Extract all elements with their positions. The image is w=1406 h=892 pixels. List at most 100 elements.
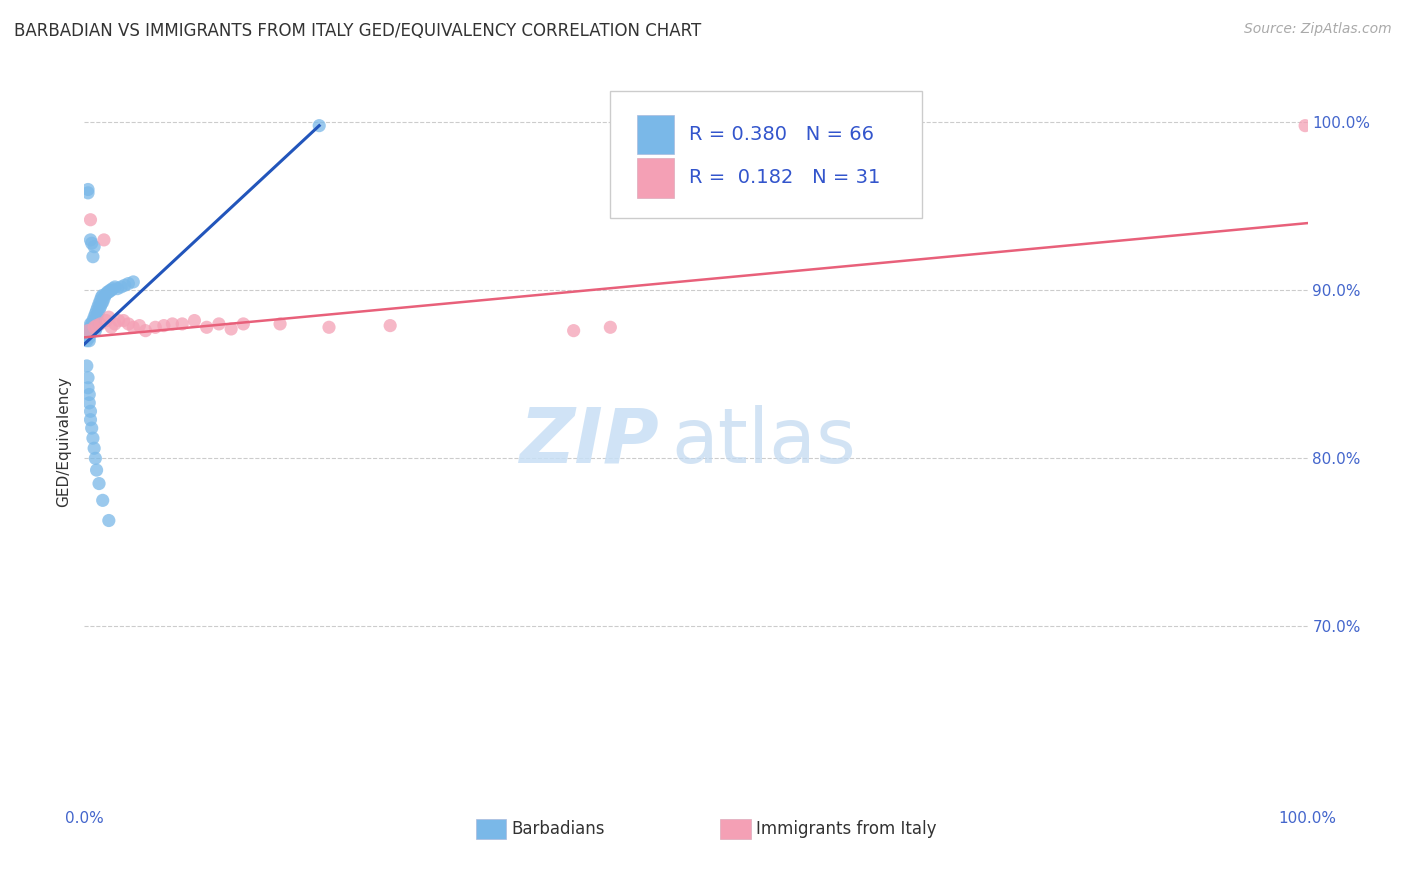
Point xyxy=(89,317,111,331)
Point xyxy=(84,313,107,327)
Point xyxy=(100,283,122,297)
Point xyxy=(82,313,104,327)
Point xyxy=(87,303,110,318)
Point xyxy=(93,292,115,306)
Point xyxy=(83,310,105,325)
Y-axis label: GED/Equivalency: GED/Equivalency xyxy=(56,376,72,507)
Point xyxy=(83,320,105,334)
Text: Source: ZipAtlas.com: Source: ZipAtlas.com xyxy=(1244,22,1392,37)
Point xyxy=(94,288,117,302)
Point xyxy=(80,236,103,251)
Point xyxy=(90,290,112,304)
Point xyxy=(87,297,110,311)
Point xyxy=(79,233,101,247)
Point xyxy=(89,300,111,314)
Point xyxy=(318,320,340,334)
Bar xyxy=(637,158,673,198)
FancyBboxPatch shape xyxy=(610,91,922,218)
Point xyxy=(104,317,127,331)
Point xyxy=(76,359,98,373)
Point xyxy=(97,285,120,299)
Point xyxy=(82,431,104,445)
Point xyxy=(107,313,129,327)
Text: ZIP: ZIP xyxy=(520,405,659,478)
Point xyxy=(112,313,135,327)
Point xyxy=(79,317,101,331)
Point xyxy=(380,318,402,333)
Point xyxy=(97,514,120,528)
Point xyxy=(79,413,101,427)
Point xyxy=(77,370,100,384)
Point xyxy=(101,282,124,296)
Point xyxy=(77,324,100,338)
Point xyxy=(91,288,114,302)
Bar xyxy=(475,819,506,838)
Point xyxy=(84,307,107,321)
Point xyxy=(83,317,105,331)
Point xyxy=(76,328,98,343)
Point xyxy=(162,317,184,331)
Point xyxy=(117,277,139,291)
Point xyxy=(135,324,157,338)
Point xyxy=(308,119,330,133)
Point xyxy=(114,278,136,293)
Point xyxy=(77,330,100,344)
Point xyxy=(86,310,108,325)
Point xyxy=(77,381,100,395)
Point xyxy=(84,451,107,466)
Point xyxy=(76,334,98,348)
Point xyxy=(562,324,585,338)
Point xyxy=(153,318,176,333)
Point xyxy=(599,320,621,334)
Point xyxy=(122,275,145,289)
Point xyxy=(77,387,100,401)
Point xyxy=(86,318,108,333)
Point xyxy=(86,463,108,477)
Point xyxy=(77,324,100,338)
Point xyxy=(87,476,110,491)
Point xyxy=(128,318,150,333)
Point xyxy=(77,186,100,200)
Point xyxy=(97,285,120,299)
Point xyxy=(219,322,242,336)
Point xyxy=(122,320,145,334)
Point xyxy=(183,313,205,327)
Point xyxy=(105,282,128,296)
Point xyxy=(83,442,105,456)
Point xyxy=(77,182,100,196)
Point xyxy=(86,303,108,318)
Point xyxy=(110,280,132,294)
Point xyxy=(87,300,110,314)
Point xyxy=(232,317,254,331)
Point xyxy=(80,421,103,435)
Point xyxy=(87,307,110,321)
Point xyxy=(195,320,218,334)
Point xyxy=(89,293,111,308)
Point xyxy=(96,313,118,327)
Point xyxy=(269,317,291,331)
Point xyxy=(79,212,101,227)
Point xyxy=(84,324,107,338)
Point xyxy=(91,295,114,310)
Point xyxy=(86,320,108,334)
Point xyxy=(77,326,100,340)
Point xyxy=(80,317,103,331)
Text: R = 0.380   N = 66: R = 0.380 N = 66 xyxy=(689,125,873,144)
Point xyxy=(97,310,120,325)
Text: Barbadians: Barbadians xyxy=(512,820,605,838)
Text: atlas: atlas xyxy=(672,405,856,478)
Bar xyxy=(637,114,673,154)
Point xyxy=(83,239,105,253)
Text: Immigrants from Italy: Immigrants from Italy xyxy=(756,820,936,838)
Point xyxy=(91,493,114,508)
Point xyxy=(100,320,122,334)
Point xyxy=(172,317,194,331)
Point xyxy=(93,233,115,247)
Point xyxy=(90,297,112,311)
Point xyxy=(208,317,231,331)
Point xyxy=(77,396,100,410)
Point xyxy=(79,320,101,334)
Point xyxy=(96,286,118,301)
Point xyxy=(117,317,139,331)
Bar xyxy=(720,819,751,838)
